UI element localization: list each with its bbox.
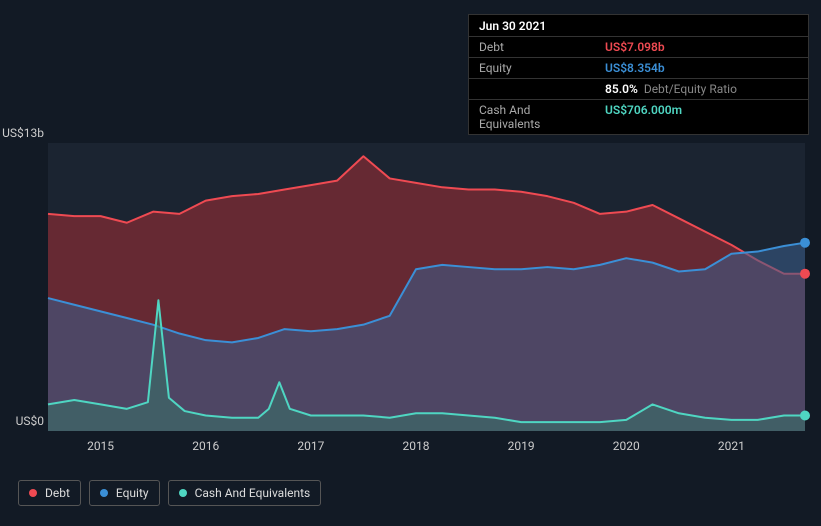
tooltip-label: Cash And Equivalents [469,100,595,134]
tooltip-row: 85.0% Debt/Equity Ratio [469,79,808,100]
y-axis-label: US$0 [0,414,44,428]
legend-label: Cash And Equivalents [195,486,311,500]
x-axis-label: 2018 [402,439,429,453]
legend-dot-icon [100,489,108,497]
tooltip-value: US$7.098b [595,37,675,57]
legend-label: Debt [45,486,70,500]
x-axis-label: 2021 [718,439,745,453]
chart-root: { "chart": { "type": "area", "background… [0,0,821,526]
legend-item-equity[interactable]: Equity [89,480,160,506]
tooltip-row: Cash And EquivalentsUS$706.000m [469,100,808,134]
x-axis-label: 2016 [192,439,219,453]
tooltip-row: EquityUS$8.354b [469,58,808,79]
x-axis-label: 2019 [508,439,535,453]
legend-dot-icon [179,489,187,497]
chart-legend: Debt Equity Cash And Equivalents [18,480,321,506]
tooltip-label [469,79,595,99]
legend-item-cash-and-equivalents[interactable]: Cash And Equivalents [168,480,322,506]
legend-label: Equity [116,486,149,500]
tooltip-label: Equity [469,58,595,78]
hover-tooltip: Jun 30 2021 DebtUS$7.098bEquityUS$8.354b… [468,14,809,135]
tooltip-date: Jun 30 2021 [469,15,808,37]
x-axis-label: 2017 [297,439,324,453]
legend-dot-icon [29,489,37,497]
tooltip-value: 85.0% Debt/Equity Ratio [595,79,747,99]
legend-item-debt[interactable]: Debt [18,480,81,506]
tooltip-row: DebtUS$7.098b [469,37,808,58]
y-axis-label: US$13b [0,126,44,140]
tooltip-value: US$8.354b [595,58,675,78]
tooltip-value: US$706.000m [595,100,692,134]
x-axis-label: 2020 [613,439,640,453]
x-axis-label: 2015 [87,439,114,453]
tooltip-label: Debt [469,37,595,57]
